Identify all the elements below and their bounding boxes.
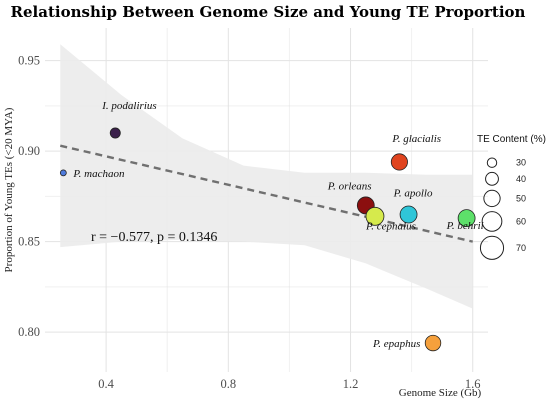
point-label: P. orleans: [327, 180, 372, 192]
point-label: P. apollo: [393, 187, 433, 199]
data-point: [390, 153, 408, 171]
data-point: [424, 334, 442, 352]
data-point: [59, 169, 67, 177]
data-point: [365, 206, 385, 226]
y-tick-label: 0.90: [18, 144, 40, 158]
chart-title: Relationship Between Genome Size and You…: [11, 3, 526, 21]
x-axis-label: Genome Size (Gb): [399, 387, 482, 399]
x-tick-label: 0.4: [98, 377, 114, 391]
point-label: P. machaon: [72, 168, 125, 180]
legend-label: 70: [516, 243, 526, 253]
y-tick-label: 0.85: [18, 235, 40, 249]
data-point: [457, 209, 476, 227]
legend-circle: [483, 189, 501, 208]
point-labels-layer: P. machaon I. podalirius P. glacialis P. or…: [72, 100, 483, 350]
point-label: P. epaphus: [372, 338, 420, 350]
legend-label: 50: [516, 193, 526, 203]
correlation-annotation: r = −0.577, p = 0.1346: [91, 230, 217, 245]
legend-circle: [479, 235, 505, 260]
legend-title: TE Content (%): [477, 134, 546, 145]
legend-circle: [481, 211, 503, 232]
point-label: I. podalirius: [101, 100, 156, 112]
legend-label: 60: [516, 216, 526, 226]
trend-line: [60, 144, 473, 243]
data-point: [399, 205, 418, 224]
y-axis-label: Proportion of Young TEs (<20 MYA): [3, 107, 15, 272]
size-legend: TE Content (%) 30 40 50 60 70: [477, 134, 546, 260]
y-tick-label: 0.95: [18, 54, 40, 68]
x-tick-label: 1.6: [465, 377, 481, 391]
tick-labels-layer: 0.4 0.8 1.2 1.6 0.80 0.85 0.90 0.95: [18, 54, 480, 391]
point-label: P. cephalus: [365, 220, 416, 232]
y-tick-label: 0.80: [18, 325, 40, 339]
points-layer: [59, 127, 476, 352]
point-label: P. behrii: [446, 220, 484, 232]
data-point: [109, 127, 121, 139]
legend-circle: [485, 171, 499, 186]
point-label: P. glacialis: [391, 133, 441, 145]
legend-label: 30: [516, 158, 526, 168]
legend-circle: [486, 157, 498, 168]
confidence-band: [60, 44, 473, 309]
legend-label: 40: [516, 174, 526, 184]
x-tick-label: 1.2: [343, 377, 359, 391]
x-tick-label: 0.8: [220, 377, 236, 391]
